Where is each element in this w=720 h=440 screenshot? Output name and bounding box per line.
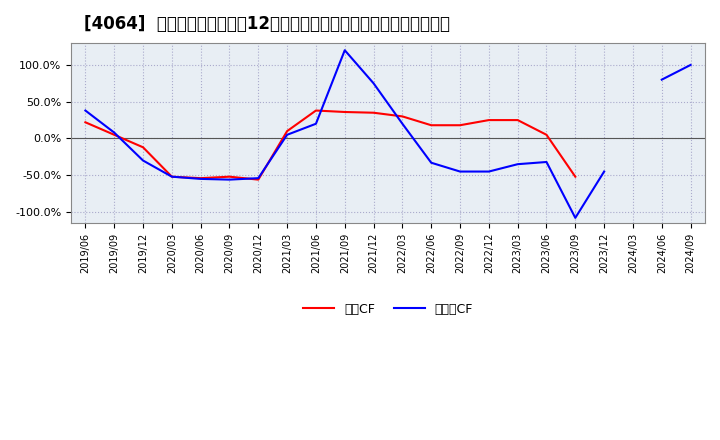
営業CF bbox=[110, 132, 119, 137]
フリーCF bbox=[427, 160, 436, 165]
営業CF bbox=[197, 176, 205, 181]
Legend: 営業CF, フリーCF: 営業CF, フリーCF bbox=[298, 298, 478, 321]
フリーCF bbox=[110, 130, 119, 135]
フリーCF bbox=[283, 132, 292, 137]
営業CF bbox=[254, 177, 263, 182]
営業CF bbox=[81, 120, 90, 125]
営業CF bbox=[513, 117, 522, 123]
フリーCF bbox=[139, 158, 148, 163]
フリーCF bbox=[600, 169, 608, 174]
フリーCF bbox=[542, 159, 551, 165]
営業CF bbox=[283, 128, 292, 134]
営業CF bbox=[225, 174, 234, 180]
営業CF bbox=[139, 145, 148, 150]
営業CF bbox=[485, 117, 493, 123]
フリーCF bbox=[369, 81, 378, 86]
Text: [4064]  キャッシュフローの12か月移動合計の対前年同期増減率の推移: [4064] キャッシュフローの12か月移動合計の対前年同期増減率の推移 bbox=[84, 15, 450, 33]
フリーCF bbox=[197, 176, 205, 182]
営業CF bbox=[312, 108, 320, 113]
営業CF bbox=[456, 123, 464, 128]
フリーCF bbox=[312, 121, 320, 126]
Line: フリーCF: フリーCF bbox=[86, 50, 604, 218]
フリーCF bbox=[81, 108, 90, 113]
フリーCF bbox=[485, 169, 493, 174]
フリーCF bbox=[225, 177, 234, 182]
営業CF bbox=[427, 123, 436, 128]
営業CF bbox=[168, 174, 176, 180]
営業CF bbox=[341, 110, 349, 115]
営業CF bbox=[369, 110, 378, 115]
フリーCF bbox=[456, 169, 464, 174]
営業CF bbox=[571, 174, 580, 180]
フリーCF bbox=[254, 176, 263, 181]
営業CF bbox=[398, 114, 407, 119]
フリーCF bbox=[341, 48, 349, 53]
フリーCF bbox=[398, 121, 407, 126]
フリーCF bbox=[571, 215, 580, 220]
フリーCF bbox=[513, 161, 522, 167]
Line: 営業CF: 営業CF bbox=[86, 110, 575, 180]
営業CF bbox=[542, 132, 551, 137]
フリーCF bbox=[168, 174, 176, 180]
